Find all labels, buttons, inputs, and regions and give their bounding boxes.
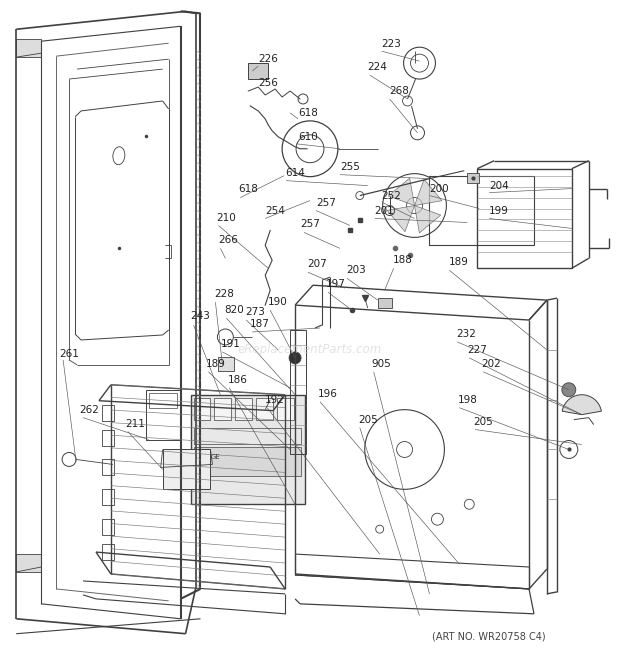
Bar — [16, 554, 41, 572]
Text: 189: 189 — [205, 359, 225, 369]
Text: 190: 190 — [268, 297, 288, 307]
Text: 266: 266 — [218, 235, 238, 245]
Polygon shape — [387, 206, 415, 232]
Text: 201: 201 — [374, 206, 394, 215]
Wedge shape — [562, 395, 601, 414]
Bar — [215, 398, 231, 420]
Text: 618: 618 — [298, 108, 318, 118]
Text: GE: GE — [210, 455, 220, 461]
Text: 257: 257 — [316, 198, 336, 208]
Text: 199: 199 — [489, 206, 509, 215]
Bar — [146, 390, 180, 440]
Bar — [248, 63, 268, 79]
Bar — [290, 330, 306, 455]
Text: 189: 189 — [448, 257, 468, 267]
Text: 610: 610 — [298, 132, 318, 142]
Bar — [256, 398, 273, 420]
Bar — [162, 449, 210, 489]
Text: 224: 224 — [368, 62, 388, 72]
Text: 243: 243 — [190, 311, 210, 321]
Text: 200: 200 — [430, 184, 449, 194]
Bar — [102, 489, 114, 505]
Text: (ART NO. WR20758 C4): (ART NO. WR20758 C4) — [432, 632, 546, 642]
Bar — [16, 39, 41, 57]
Bar — [193, 428, 301, 444]
Text: 207: 207 — [307, 259, 327, 269]
Text: 202: 202 — [481, 359, 501, 369]
Text: 204: 204 — [489, 180, 509, 190]
Text: 268: 268 — [389, 86, 410, 96]
Bar — [102, 405, 114, 420]
Text: 205: 205 — [358, 414, 378, 424]
Text: 223: 223 — [382, 39, 402, 49]
Circle shape — [289, 352, 301, 364]
Bar — [193, 398, 210, 420]
Bar — [467, 173, 479, 182]
Text: 197: 197 — [326, 279, 346, 290]
Text: 252: 252 — [382, 190, 402, 200]
Text: 226: 226 — [259, 54, 278, 64]
Text: 188: 188 — [392, 255, 412, 265]
Text: 262: 262 — [79, 405, 99, 414]
Bar — [193, 447, 301, 477]
Text: 261: 261 — [59, 349, 79, 359]
Text: 196: 196 — [318, 389, 338, 399]
Bar — [102, 544, 114, 560]
Bar — [430, 176, 534, 245]
Text: 187: 187 — [250, 319, 270, 329]
Text: 820: 820 — [224, 305, 244, 315]
Text: 255: 255 — [340, 162, 360, 172]
Circle shape — [562, 383, 576, 397]
Bar — [102, 430, 114, 446]
Text: 232: 232 — [456, 329, 476, 339]
Bar — [190, 395, 305, 504]
Bar — [218, 357, 234, 371]
Text: 198: 198 — [458, 395, 477, 405]
Text: 257: 257 — [300, 219, 320, 229]
Text: 227: 227 — [467, 345, 487, 355]
Text: 618: 618 — [238, 184, 258, 194]
Text: 203: 203 — [346, 265, 366, 275]
Text: 211: 211 — [125, 418, 144, 428]
Bar — [236, 398, 252, 420]
Polygon shape — [388, 178, 415, 206]
Bar — [149, 393, 177, 408]
Text: 210: 210 — [216, 214, 236, 223]
Bar — [102, 519, 114, 535]
Text: eReplacementParts.com: eReplacementParts.com — [238, 344, 382, 356]
Text: 273: 273 — [246, 307, 265, 317]
Text: 256: 256 — [259, 78, 278, 88]
Bar — [378, 298, 392, 308]
Polygon shape — [415, 206, 441, 233]
Bar — [477, 169, 572, 268]
Text: 905: 905 — [372, 359, 391, 369]
Text: 205: 205 — [473, 416, 493, 426]
Bar — [102, 459, 114, 475]
Bar — [277, 398, 294, 420]
Text: 186: 186 — [228, 375, 247, 385]
Polygon shape — [415, 179, 442, 206]
Text: 614: 614 — [285, 168, 305, 178]
Text: 254: 254 — [265, 206, 285, 215]
Text: 191: 191 — [220, 339, 241, 349]
Text: 228: 228 — [215, 289, 234, 299]
Text: 192: 192 — [265, 395, 285, 405]
